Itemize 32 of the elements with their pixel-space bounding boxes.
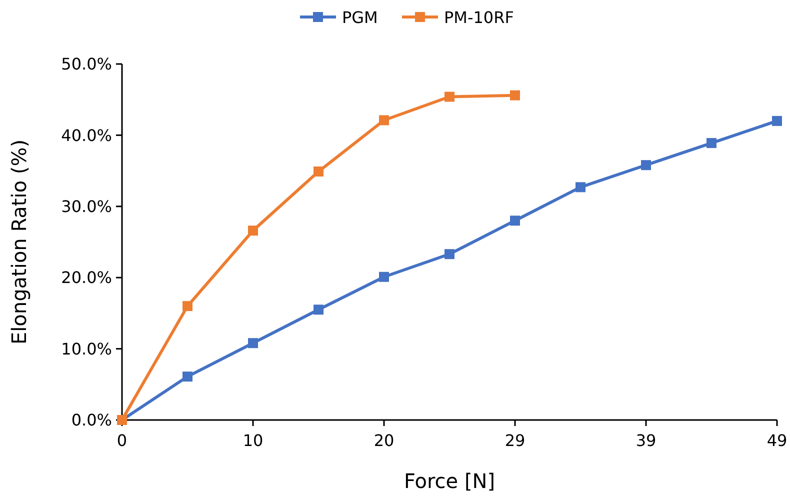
x-tick-label: 20 (374, 431, 394, 450)
point (314, 166, 324, 177)
x-tick-label: 49 (766, 431, 788, 450)
point (444, 92, 454, 102)
x-tick-label: 10 (242, 431, 264, 450)
point (444, 249, 454, 260)
y-tick-label: 30.0% (61, 197, 112, 216)
y-tick-label: 0.0% (71, 410, 112, 430)
y-axis-title: Elongation Ratio (%) (7, 139, 31, 345)
point (182, 372, 192, 382)
point (314, 304, 324, 315)
point (510, 90, 520, 100)
y-tick-label: 40.0% (61, 126, 112, 145)
point (379, 115, 389, 126)
point (379, 272, 389, 282)
legend-label: PM-10RF (444, 8, 514, 27)
point (706, 138, 716, 148)
point (510, 216, 520, 226)
y-tick-label: 20.0% (61, 268, 112, 288)
y-tick-label: 50.0% (61, 54, 112, 74)
point (248, 338, 258, 348)
point (248, 226, 258, 236)
point (576, 182, 586, 192)
x-tick-label: 0 (116, 431, 128, 450)
point (772, 116, 782, 126)
x-tick-label: 29 (504, 431, 526, 450)
x-axis-title: Force [N] (404, 469, 496, 493)
legend-label: PGM (342, 8, 378, 27)
x-tick-label: 39 (636, 431, 656, 450)
point (641, 160, 651, 170)
point (182, 301, 192, 312)
y-tick-label: 10.0% (61, 339, 112, 358)
